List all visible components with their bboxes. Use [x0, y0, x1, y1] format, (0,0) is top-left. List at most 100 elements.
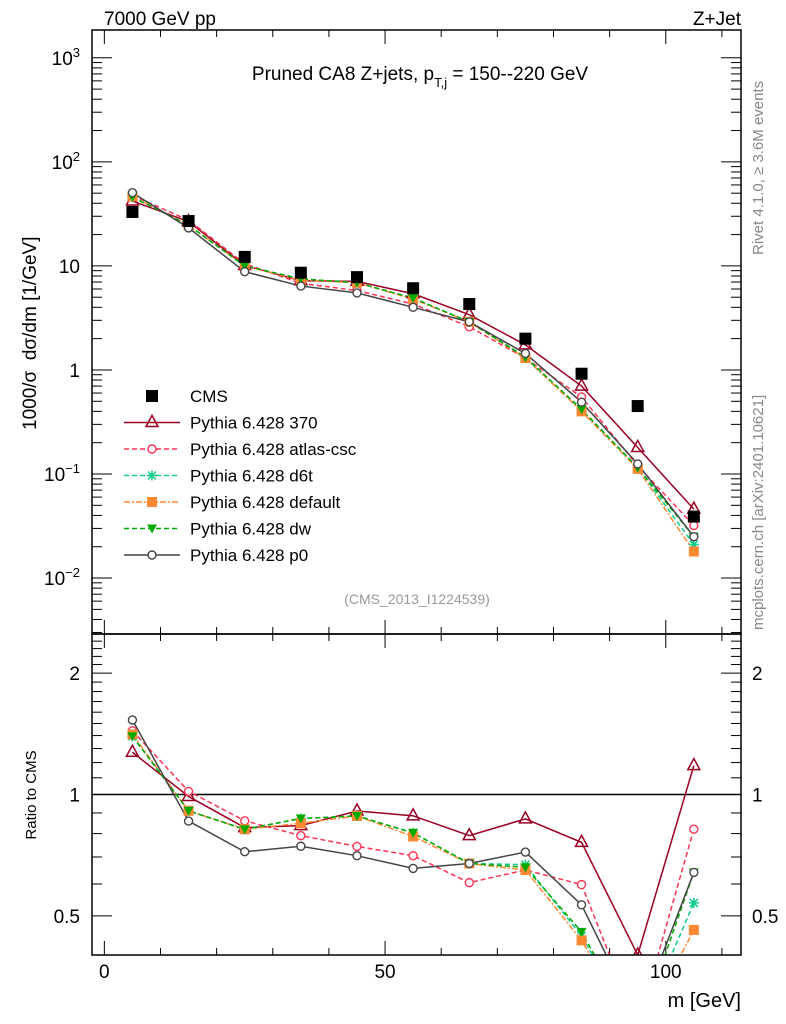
- ratio-y-axis-label: Ratio to CMS: [23, 750, 40, 839]
- marker-circle: [689, 824, 699, 834]
- marker-triangle-down: [351, 811, 362, 821]
- marker-circle: [576, 397, 587, 407]
- ratio-tick-label: 1: [69, 786, 80, 807]
- y-axis-label: 1000/σ dσ/dm [1/GeV]: [20, 237, 41, 431]
- marker-square: [463, 298, 476, 311]
- marker-square: [576, 935, 587, 946]
- legend-label: Pythia 6.428 d6t: [190, 467, 313, 486]
- marker-circle: [408, 851, 418, 861]
- y-tick-label: 10−1: [44, 461, 80, 486]
- marker-circle: [240, 266, 250, 277]
- marker-triangle-down: [576, 927, 587, 937]
- marker-triangle: [181, 787, 196, 802]
- main-panel-frame: [91, 29, 742, 635]
- marker-triangle: [630, 438, 645, 453]
- chart-title: Pruned CA8 Z+jets, pT,j = 150--220 GeV: [252, 64, 589, 90]
- marker-circle: [352, 850, 362, 861]
- y-tick-label: 102: [52, 149, 80, 174]
- y-tick-label: 10−2: [44, 565, 80, 590]
- marker-circle: [352, 288, 362, 298]
- marker-triangle: [125, 743, 140, 758]
- marker-circle: [632, 459, 643, 469]
- marker-square: [407, 282, 420, 295]
- ratio-tick-label-right: 1: [752, 786, 763, 807]
- marker-asterisk: [688, 539, 699, 550]
- marker-square: [147, 497, 157, 507]
- y-tick-label: 103: [52, 45, 80, 70]
- marker-circle: [296, 830, 306, 841]
- marker-circle: [408, 863, 418, 874]
- marker-circle: [689, 520, 699, 531]
- marker-circle: [183, 786, 194, 796]
- marker-triangle-down: [295, 814, 306, 824]
- marker-triangle: [574, 833, 589, 848]
- marker-asterisk: [147, 470, 157, 481]
- marker-circle: [408, 302, 418, 313]
- analysis-label: (CMS_2013_I1224539): [344, 591, 490, 607]
- marker-circle: [352, 841, 362, 852]
- marker-triangle-down: [408, 294, 419, 304]
- marker-circle: [183, 816, 194, 826]
- legend-entry: Pythia 6.428 370: [124, 414, 318, 433]
- marker-circle: [240, 847, 250, 857]
- ratio-tick-label-right: 2: [752, 664, 763, 685]
- x-tick-label: 50: [374, 962, 395, 983]
- y-tick-label: 10: [59, 257, 80, 278]
- marker-square: [519, 332, 532, 345]
- rivet-label: Rivet 4.1.0, ≥ 3.6M events: [750, 81, 767, 255]
- marker-square: [238, 250, 251, 263]
- series-line: [132, 196, 695, 538]
- marker-asterisk: [688, 897, 699, 908]
- marker-square: [575, 367, 588, 380]
- marker-circle: [127, 188, 138, 198]
- marker-circle: [464, 317, 474, 327]
- legend-label: Pythia 6.428 p0: [190, 546, 308, 565]
- marker-square: [294, 266, 307, 279]
- marker-circle: [127, 715, 138, 725]
- chart-title-tail: = 150--220 GeV: [447, 64, 588, 85]
- legend-label: CMS: [190, 387, 228, 406]
- header-left: 7000 GeV pp: [104, 9, 216, 30]
- ratio-series-line: [131, 730, 695, 955]
- x-tick-label: 0: [99, 962, 110, 983]
- marker-triangle: [574, 377, 589, 391]
- x-axis-label: m [GeV]: [668, 990, 741, 1012]
- marker-triangle: [686, 757, 702, 771]
- marker-circle: [296, 841, 306, 851]
- ratio-series-line: [131, 735, 695, 955]
- mcplots-label: mcplots.cern.ch [arXiv:2401.10621]: [750, 395, 767, 630]
- marker-triangle-down: [408, 828, 419, 838]
- marker-triangle-down: [183, 806, 194, 816]
- marker-square: [688, 924, 699, 935]
- legend-entry: Pythia 6.428 atlas-csc: [124, 440, 357, 459]
- chart-title-main: Pruned CA8 Z+jets, p: [252, 64, 434, 85]
- marker-triangle-down: [239, 261, 250, 271]
- ratio-panel-frame: [91, 633, 742, 956]
- marker-square: [350, 271, 363, 284]
- marker-circle: [296, 281, 306, 291]
- marker-square: [631, 400, 644, 413]
- ratio-tick-label-right: 0.5: [752, 907, 778, 928]
- legend-label: Pythia 6.428 370: [190, 414, 318, 433]
- legend: CMS Pythia 6.428 370 Pythia 6.428 atlas-cs…: [124, 387, 357, 565]
- marker-circle: [634, 1015, 642, 1023]
- marker-triangle: [144, 413, 160, 428]
- y-tick-label: 1: [69, 361, 80, 382]
- marker-triangle: [462, 827, 477, 841]
- marker-triangle-down: [239, 825, 250, 835]
- marker-triangle-down: [576, 405, 587, 415]
- marker-circle: [520, 348, 531, 359]
- legend-entry: Pythia 6.428 default: [124, 493, 341, 512]
- marker-circle: [147, 444, 157, 454]
- marker-triangle: [633, 946, 643, 955]
- ratio-tick-label: 0.5: [54, 907, 80, 928]
- marker-square: [146, 390, 158, 402]
- marker-circle: [464, 858, 474, 869]
- legend-label: Pythia 6.428 dw: [190, 520, 312, 539]
- legend-entry: CMS: [146, 387, 228, 406]
- marker-square: [688, 546, 699, 557]
- ratio-series-line: [131, 751, 695, 955]
- marker-circle: [240, 816, 250, 826]
